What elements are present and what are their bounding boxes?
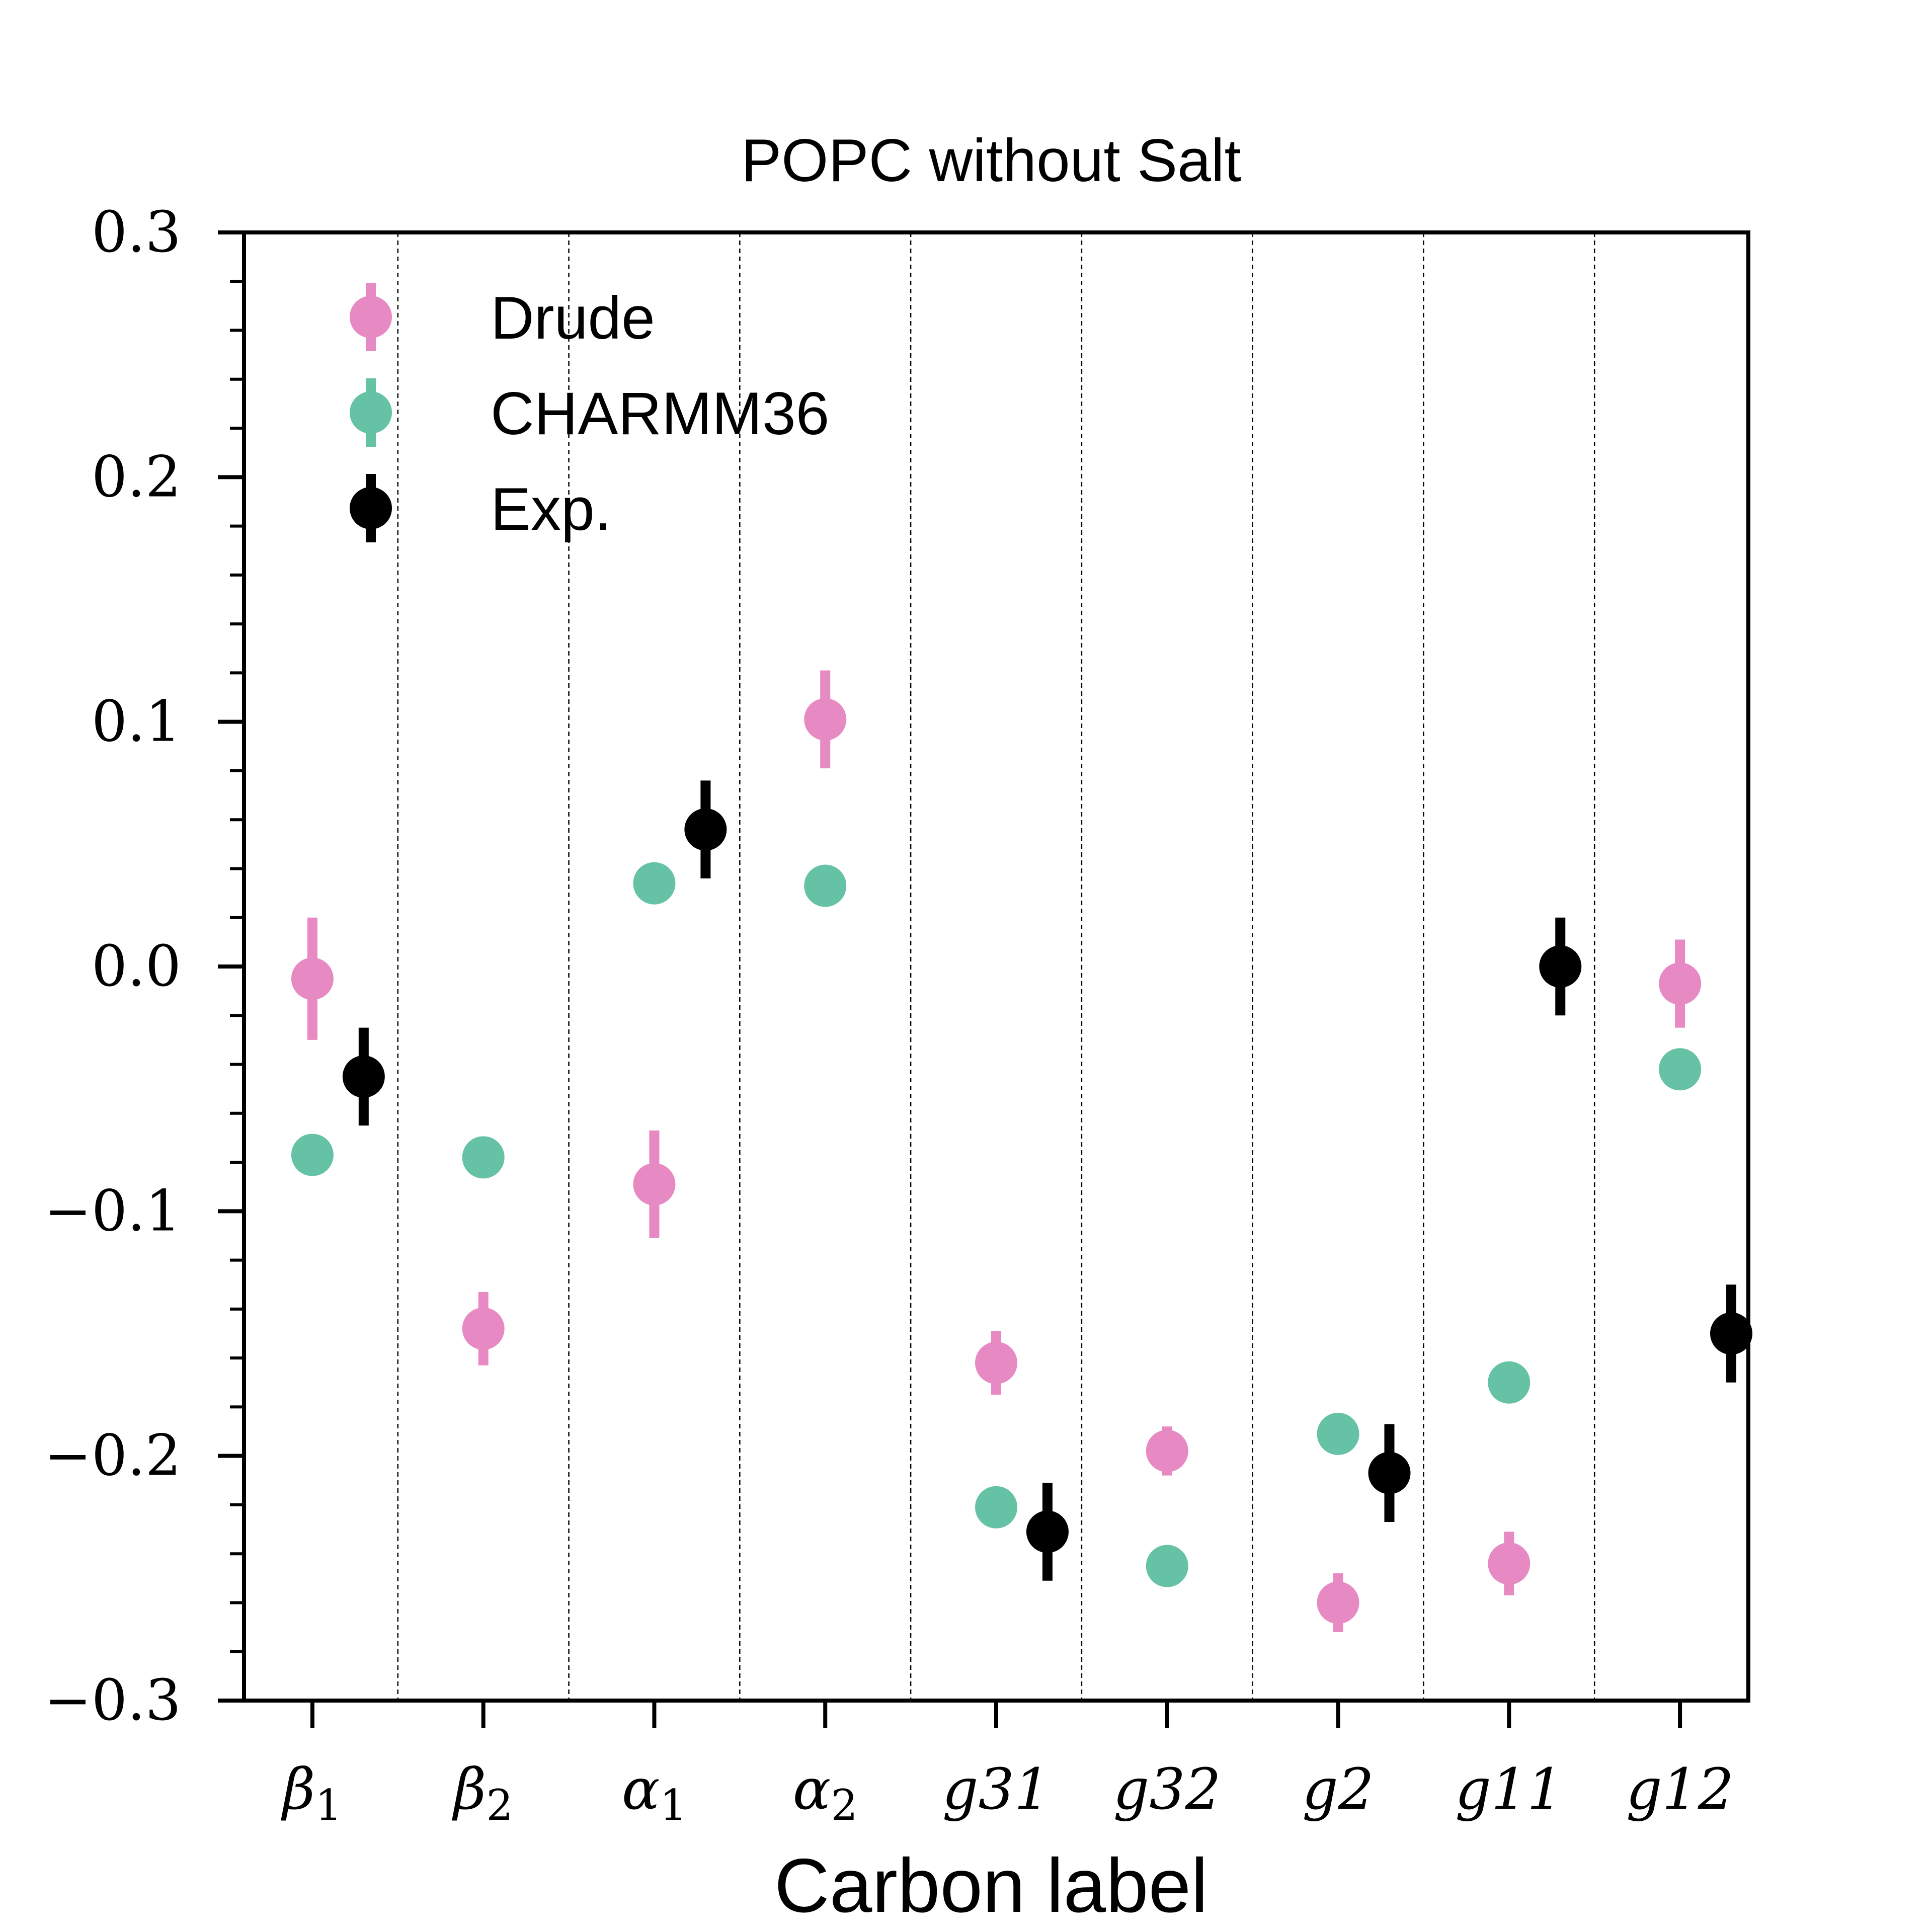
x-tick-label: g32 bbox=[1113, 1757, 1221, 1822]
x-axis: β1 β2 α1 α2 g31 g32 g2 g11 g12 bbox=[281, 1701, 1734, 1830]
marker bbox=[1539, 945, 1582, 988]
x-tick-label: g31 bbox=[942, 1757, 1050, 1822]
marker bbox=[975, 1486, 1017, 1528]
marker bbox=[1026, 1510, 1069, 1553]
marker bbox=[342, 1055, 385, 1098]
data-point bbox=[684, 780, 727, 878]
data-point bbox=[1488, 1532, 1531, 1595]
plot-frame bbox=[242, 230, 1750, 1703]
y-tick-label: −0.1 bbox=[44, 1178, 181, 1244]
data-point bbox=[1146, 1545, 1188, 1587]
marker bbox=[1659, 1048, 1702, 1091]
x-axis-label: Carbon label bbox=[774, 1843, 1208, 1928]
y-tick-label: 0.1 bbox=[92, 689, 181, 755]
data-point bbox=[804, 670, 847, 769]
marker bbox=[1710, 1312, 1753, 1355]
x-tick-label: α1 bbox=[622, 1757, 687, 1830]
data-point bbox=[342, 1027, 385, 1126]
marker bbox=[291, 1134, 334, 1176]
y-tick-label: −0.3 bbox=[44, 1668, 181, 1733]
data-point bbox=[1026, 1483, 1069, 1581]
y-tick-label: 0.2 bbox=[92, 444, 181, 510]
marker bbox=[633, 1163, 676, 1205]
marker bbox=[462, 1136, 505, 1179]
marker bbox=[462, 1307, 505, 1350]
data-point bbox=[462, 1292, 505, 1365]
legend-label: CHARMM36 bbox=[491, 380, 829, 447]
data-point bbox=[975, 1331, 1017, 1395]
data-point bbox=[291, 1134, 334, 1176]
marker bbox=[684, 808, 727, 851]
x-tick-label: g2 bbox=[1302, 1757, 1374, 1822]
legend-item: Drude bbox=[350, 283, 655, 352]
data-point bbox=[1659, 939, 1702, 1028]
data-point bbox=[1659, 1048, 1702, 1091]
x-tick-label: g12 bbox=[1626, 1757, 1734, 1822]
marker bbox=[1317, 1581, 1359, 1624]
marker bbox=[1659, 962, 1702, 1005]
legend-marker bbox=[350, 391, 392, 434]
marker bbox=[1368, 1452, 1411, 1494]
marker bbox=[804, 698, 847, 741]
marker bbox=[1488, 1542, 1531, 1585]
y-tick-label: 0.3 bbox=[92, 200, 181, 265]
x-tick-label: β2 bbox=[452, 1757, 513, 1830]
legend-marker bbox=[350, 487, 392, 529]
plot-area bbox=[242, 230, 1750, 1703]
marker bbox=[633, 862, 676, 905]
x-tick-label: β1 bbox=[281, 1757, 342, 1830]
y-tick-label: −0.2 bbox=[44, 1423, 181, 1489]
legend: Drude CHARMM36 Exp. bbox=[350, 283, 829, 543]
marker bbox=[1146, 1429, 1188, 1472]
marker bbox=[975, 1341, 1017, 1384]
legend-marker bbox=[350, 296, 392, 338]
data-point bbox=[1710, 1284, 1753, 1383]
data-point bbox=[975, 1486, 1017, 1528]
data-point bbox=[633, 1130, 676, 1238]
x-tick-label: g11 bbox=[1455, 1757, 1563, 1822]
legend-item: CHARMM36 bbox=[350, 378, 829, 447]
legend-item: Exp. bbox=[350, 474, 611, 543]
data-point bbox=[1539, 917, 1582, 1016]
data-point bbox=[1317, 1412, 1359, 1455]
series-layer bbox=[291, 670, 1753, 1632]
chart-title: POPC without Salt bbox=[741, 127, 1241, 194]
data-point bbox=[1488, 1361, 1531, 1404]
x-tick-label: α2 bbox=[793, 1757, 858, 1830]
marker bbox=[804, 864, 847, 907]
data-point bbox=[291, 917, 334, 1040]
marker bbox=[1317, 1412, 1359, 1455]
legend-label: Drude bbox=[491, 284, 655, 352]
marker bbox=[1146, 1545, 1188, 1587]
y-axis: −0.3 −0.2 −0.1 0.0 0.1 0.2 0.3 bbox=[44, 200, 244, 1733]
marker bbox=[1488, 1361, 1531, 1404]
marker bbox=[291, 957, 334, 1000]
y-tick-label: 0.0 bbox=[92, 934, 181, 999]
data-point bbox=[1317, 1573, 1359, 1632]
data-point bbox=[1368, 1424, 1411, 1522]
legend-label: Exp. bbox=[491, 475, 611, 543]
data-point bbox=[804, 864, 847, 907]
data-point bbox=[462, 1136, 505, 1179]
data-point bbox=[633, 862, 676, 905]
data-point bbox=[1146, 1426, 1188, 1476]
